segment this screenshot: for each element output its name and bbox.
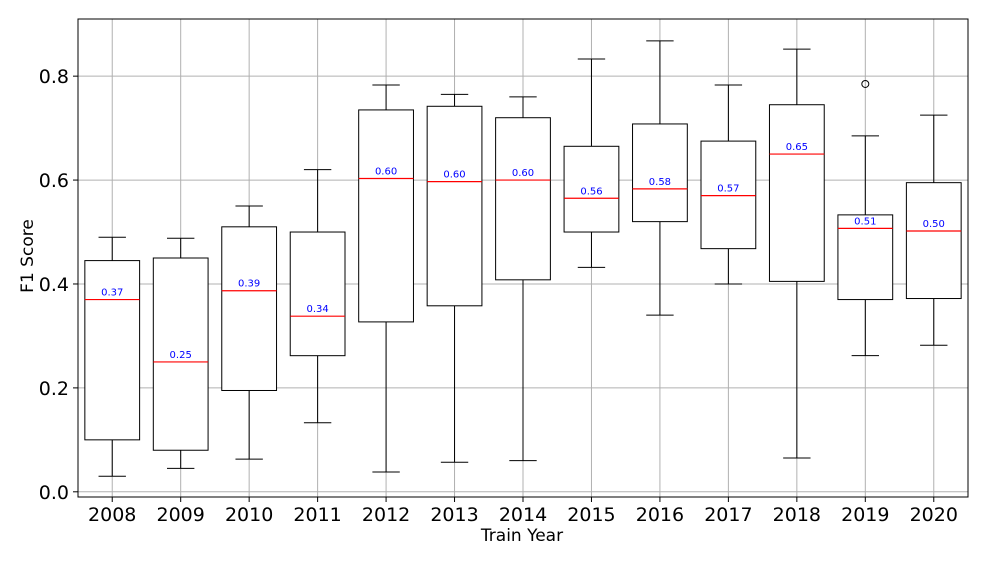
x-tick-label: 2017 (704, 504, 752, 526)
iqr-box (768, 104, 825, 282)
median-value-label: 0.51 (854, 216, 876, 227)
iqr-box (632, 123, 688, 223)
x-tick-label: 2014 (499, 504, 547, 526)
median-value-label: 0.37 (101, 288, 123, 299)
x-tick-label: 2016 (636, 504, 684, 526)
iqr-box (426, 105, 483, 307)
x-tick-label: 2018 (773, 504, 821, 526)
median-value-label: 0.56 (580, 186, 602, 197)
x-tick-label: 2011 (293, 504, 341, 526)
axes: 0.0 0.2 0.4 0.6 0.8 2008 2009 2010 2011 2012 2013 2… (39, 66, 958, 526)
x-tick-label: 2012 (362, 504, 410, 526)
median-value-label: 0.60 (375, 167, 397, 178)
outlier-point (861, 79, 870, 88)
iqr-box (221, 226, 278, 391)
y-axis-title: F1 Score (18, 219, 38, 293)
median-value-label: 0.34 (306, 304, 328, 315)
box-2015: 0.56 (563, 58, 620, 268)
y-tick-label: 0.6 (39, 170, 69, 192)
box-2011: 0.34 (289, 169, 346, 424)
x-tick-label: 2015 (567, 504, 615, 526)
median-value-label: 0.57 (717, 184, 739, 195)
y-tick-label: 0.4 (39, 274, 69, 296)
median-value-label: 0.65 (786, 142, 808, 153)
box-2014: 0.60 (495, 96, 551, 462)
x-tick-label: 2019 (841, 504, 889, 526)
x-tick-label: 2020 (910, 504, 958, 526)
box-2018: 0.65 (768, 48, 825, 459)
box-2017: 0.57 (700, 84, 757, 285)
median-value-label: 0.60 (443, 170, 465, 181)
y-tick-label: 0.2 (39, 378, 69, 400)
iqr-box (358, 109, 414, 323)
box-plot-series: 0.37 0.25 0.39 0.34 0.60 0.60 0.60 0.56 0.58 0.57… (84, 40, 962, 477)
iqr-box (563, 145, 620, 233)
iqr-box (152, 257, 209, 451)
box-2019: 0.51 (837, 79, 894, 357)
box-2009: 0.25 (152, 237, 209, 469)
iqr-box (289, 231, 346, 357)
box-2016: 0.58 (632, 40, 688, 316)
box-2012: 0.60 (358, 84, 414, 473)
iqr-box (837, 214, 894, 301)
x-tick-label: 2013 (430, 504, 478, 526)
box-2008: 0.37 (84, 236, 141, 477)
box-2013: 0.60 (426, 93, 483, 463)
iqr-box (84, 260, 141, 441)
y-tick-label: 0.8 (39, 66, 69, 88)
median-value-label: 0.50 (923, 219, 945, 230)
median-value-label: 0.60 (512, 168, 534, 179)
box-2010: 0.39 (221, 205, 278, 460)
x-tick-label: 2009 (157, 504, 205, 526)
median-value-label: 0.39 (238, 279, 260, 290)
iqr-box (495, 117, 551, 281)
box-2020: 0.50 (905, 114, 962, 346)
median-value-label: 0.58 (649, 177, 671, 188)
iqr-box (905, 182, 962, 300)
iqr-box (700, 140, 757, 250)
x-tick-label: 2008 (88, 504, 136, 526)
median-value-label: 0.25 (170, 350, 192, 361)
x-axis-title: Train Year (480, 526, 563, 546)
x-tick-label: 2010 (225, 504, 273, 526)
y-tick-label: 0.0 (39, 482, 69, 504)
